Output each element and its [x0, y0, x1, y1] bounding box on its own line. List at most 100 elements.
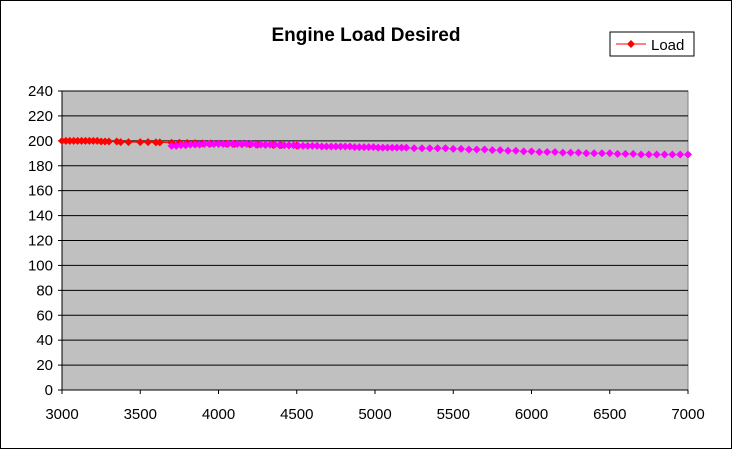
- data-point: [191, 140, 200, 149]
- data-point: [355, 143, 364, 152]
- data-point: [209, 139, 218, 148]
- data-point: [289, 141, 298, 150]
- y-tick-label: 0: [45, 382, 53, 399]
- y-tick-label: 200: [28, 133, 53, 150]
- data-point: [219, 139, 228, 148]
- data-point: [519, 147, 528, 156]
- data-point: [433, 144, 442, 153]
- data-point: [237, 139, 246, 148]
- data-point: [472, 145, 481, 154]
- series-layer: [58, 136, 692, 159]
- data-point: [205, 139, 214, 148]
- data-point: [252, 140, 261, 149]
- data-point: [535, 148, 544, 157]
- data-point: [480, 145, 489, 154]
- data-point: [652, 150, 661, 159]
- data-point: [369, 143, 378, 152]
- data-point: [582, 149, 591, 158]
- data-point: [247, 139, 256, 148]
- data-point: [543, 148, 552, 157]
- data-point: [402, 143, 411, 152]
- data-point: [195, 140, 204, 149]
- data-point: [457, 144, 466, 153]
- y-tick-label: 120: [28, 233, 53, 250]
- data-point: [566, 148, 575, 157]
- y-tick-label: 40: [36, 332, 53, 349]
- data-point: [144, 138, 153, 147]
- y-tick-label: 240: [28, 83, 53, 100]
- x-tick-label: 3500: [124, 406, 157, 423]
- data-point: [261, 140, 270, 149]
- legend: Load: [609, 31, 695, 57]
- x-tick-label: 6000: [515, 406, 548, 423]
- y-tick-label: 100: [28, 257, 53, 274]
- y-tick-label: 140: [28, 208, 53, 225]
- data-point: [104, 137, 113, 146]
- x-tick-label: 4500: [280, 406, 313, 423]
- data-point: [336, 142, 345, 151]
- y-tick-label: 180: [28, 158, 53, 175]
- series-unnamed-1: [167, 139, 692, 159]
- legend-marker: [627, 40, 635, 48]
- data-point: [397, 143, 406, 152]
- data-point: [383, 143, 392, 152]
- data-point: [374, 143, 383, 152]
- data-point: [223, 139, 232, 148]
- data-point: [317, 142, 326, 151]
- data-point: [527, 147, 536, 156]
- data-point: [242, 139, 251, 148]
- data-point: [378, 143, 387, 152]
- data-point: [181, 141, 190, 150]
- data-point: [574, 148, 583, 157]
- x-tick-label: 5000: [358, 406, 391, 423]
- data-point: [167, 141, 176, 150]
- data-point: [155, 138, 164, 147]
- data-point: [116, 138, 125, 147]
- data-point: [629, 149, 638, 158]
- data-point: [605, 149, 614, 158]
- data-point: [214, 139, 223, 148]
- data-point: [124, 138, 133, 147]
- x-tick-label: 3000: [45, 406, 78, 423]
- data-point: [504, 146, 513, 155]
- data-point: [511, 146, 520, 155]
- data-point: [417, 144, 426, 153]
- data-point: [228, 139, 237, 148]
- data-point: [186, 140, 195, 149]
- data-point: [441, 144, 450, 153]
- data-point: [425, 144, 434, 153]
- data-point: [364, 143, 373, 152]
- data-point: [303, 141, 312, 150]
- data-point: [350, 143, 359, 152]
- data-point: [388, 143, 397, 152]
- data-point: [266, 140, 275, 149]
- data-point: [668, 150, 677, 159]
- x-tick-label: 5500: [437, 406, 470, 423]
- data-point: [410, 144, 419, 153]
- data-point: [644, 150, 653, 159]
- data-point: [676, 150, 685, 159]
- data-point: [176, 141, 185, 150]
- x-tick-label: 4000: [202, 406, 235, 423]
- data-point: [392, 143, 401, 152]
- y-tick-label: 220: [28, 108, 53, 125]
- y-tick-label: 80: [36, 282, 53, 299]
- data-point: [275, 141, 284, 150]
- data-point: [331, 142, 340, 151]
- data-point: [590, 149, 599, 158]
- y-tick-label: 20: [36, 357, 53, 374]
- data-point: [550, 148, 559, 157]
- data-point: [172, 141, 181, 150]
- data-point: [294, 141, 303, 150]
- data-point: [449, 144, 458, 153]
- x-tick-label: 6500: [593, 406, 626, 423]
- data-point: [284, 141, 293, 150]
- grid-lines: [62, 90, 688, 391]
- data-point: [684, 150, 692, 159]
- y-tick-label: 160: [28, 183, 53, 200]
- legend-label: Load: [651, 37, 684, 54]
- data-point: [345, 142, 354, 151]
- data-point: [233, 139, 242, 148]
- data-point: [488, 146, 497, 155]
